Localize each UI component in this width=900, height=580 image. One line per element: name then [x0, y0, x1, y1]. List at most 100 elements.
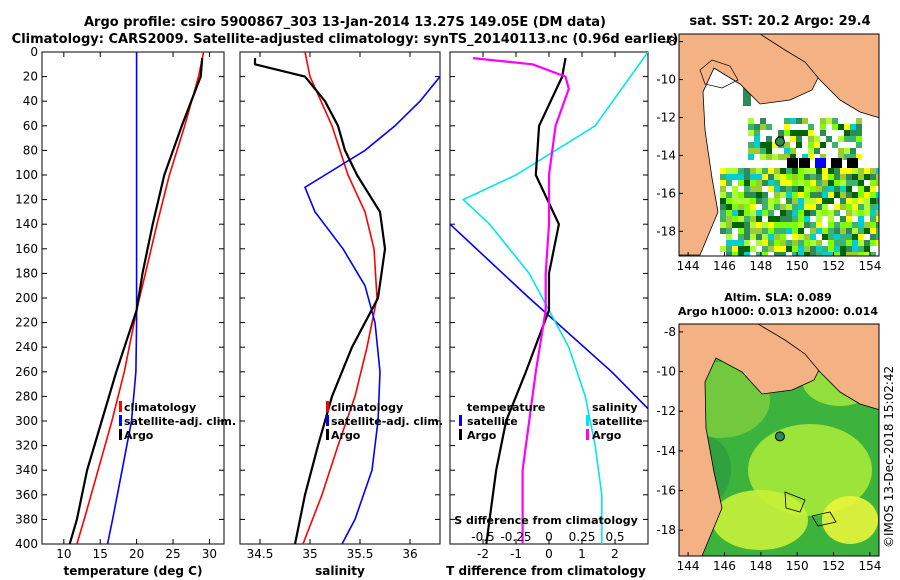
sst-map-frame: [678, 33, 880, 257]
sst-cell: [732, 168, 738, 174]
map-x-tick-label: 154: [858, 559, 881, 573]
x-tick-label: 35.5: [347, 547, 374, 561]
sst-cell: [738, 210, 744, 216]
sst-cell: [808, 130, 814, 136]
sst-cell: [856, 154, 862, 160]
sst-cell: [762, 246, 768, 252]
sst-cell: [726, 216, 732, 222]
sst-cell: [780, 186, 786, 192]
sst-cell: [822, 204, 828, 210]
sst-cell: [808, 136, 814, 142]
sst-cell: [768, 204, 774, 210]
sst-cell: [858, 198, 864, 204]
sst-cell: [732, 192, 738, 198]
legend2-climatology-swatch: [326, 401, 329, 412]
sst-cell: [858, 222, 864, 228]
sst-cell: [720, 222, 726, 228]
sst-cell: [828, 252, 834, 256]
sst-cell: [780, 210, 786, 216]
sst-cell: [864, 174, 870, 180]
sst-cell: [726, 198, 732, 204]
sst-cell: [750, 228, 756, 234]
sst-cell: [834, 204, 840, 210]
series-line-t-argo: [485, 57, 567, 544]
sst-cell: [780, 204, 786, 210]
sst-cell: [850, 130, 856, 136]
legend3-t-argo-swatch: [459, 429, 462, 440]
sst-cell: [774, 222, 780, 228]
sst-cell: [744, 222, 750, 228]
sst-cell: [738, 192, 744, 198]
sst-cell: [768, 234, 774, 240]
x-tick-label: 30: [202, 547, 217, 561]
sst-cell: [798, 180, 804, 186]
sst-cell: [852, 228, 858, 234]
sst-cell: [762, 198, 768, 204]
sst-cell: [810, 222, 816, 228]
sst-cell: [738, 198, 744, 204]
sst-cell: [732, 174, 738, 180]
sst-cell: [810, 228, 816, 234]
sst-cell: [798, 192, 804, 198]
sst-cell: [810, 186, 816, 192]
title-line-1: Argo profile: csiro 5900867_303 13-Jan-2…: [84, 15, 606, 30]
sst-cell: [792, 210, 798, 216]
difference-x-tick-labels: -2 -1 0 1 2: [477, 547, 619, 561]
sst-cell: [786, 204, 792, 210]
sst-cell: [834, 210, 840, 216]
sst-cell: [870, 174, 876, 180]
sst-cell: [744, 246, 750, 252]
sst-cell: [720, 192, 726, 198]
sst-cell: [810, 204, 816, 210]
sst-cell: [838, 136, 844, 142]
sst-cell: [726, 174, 732, 180]
sst-cell: [786, 198, 792, 204]
sst-cell: [792, 252, 798, 256]
depth-tick-label: 260: [15, 365, 38, 379]
sst-cell: [726, 192, 732, 198]
legend3-t-satellite-label: satellite: [467, 415, 518, 428]
s-diff-tick-label: 0.25: [569, 530, 596, 544]
sst-cell: [840, 204, 846, 210]
sst-cell: [846, 174, 852, 180]
sst-cell: [754, 130, 760, 136]
sst-cell: [858, 192, 864, 198]
sst-cell: [846, 222, 852, 228]
sst-cell: [790, 148, 796, 154]
sst-cell: [844, 148, 850, 154]
legend3-s-satellite-swatch: [586, 415, 589, 426]
sst-cell: [844, 136, 850, 142]
sst-cell: [808, 148, 814, 154]
sla-map-subtitle: Argo h1000: 0.013 h2000: 0.014: [678, 305, 878, 318]
depth-tick-label: 400: [15, 537, 38, 551]
sst-cell: [798, 252, 804, 256]
sst-map-title: sat. SST: 20.2 Argo: 29.4: [689, 14, 870, 29]
legend3-temperature-heading: temperature: [467, 401, 545, 414]
sst-cell: [822, 210, 828, 216]
sst-cell: [870, 186, 876, 192]
sst-cell: [822, 246, 828, 252]
sst-cell: [858, 204, 864, 210]
sst-cell: [792, 174, 798, 180]
sst-cell: [870, 192, 876, 198]
x-tick-label: 35: [302, 547, 317, 561]
sst-cell: [790, 136, 796, 142]
sst-cell: [864, 186, 870, 192]
sst-cell: [814, 142, 820, 148]
sst-cell: [774, 246, 780, 252]
sst-cell: [768, 228, 774, 234]
sst-cell: [826, 136, 832, 142]
sst-cell: [810, 180, 816, 186]
temperature-x-tick-labels: 10 15 20 25 30: [56, 547, 217, 561]
sst-cell: [804, 204, 810, 210]
sst-cell: [778, 130, 784, 136]
sst-cell: [802, 154, 808, 160]
sst-cell: [732, 198, 738, 204]
sst-cell: [792, 168, 798, 174]
sst-cell: [760, 142, 766, 148]
sst-cell: [792, 198, 798, 204]
sst-cell: [762, 168, 768, 174]
temperature-panel: 10 15 20 25 30 temperature (deg C) climatolo…: [41, 51, 236, 578]
sst-cell: [858, 174, 864, 180]
sst-cell: [808, 142, 814, 148]
